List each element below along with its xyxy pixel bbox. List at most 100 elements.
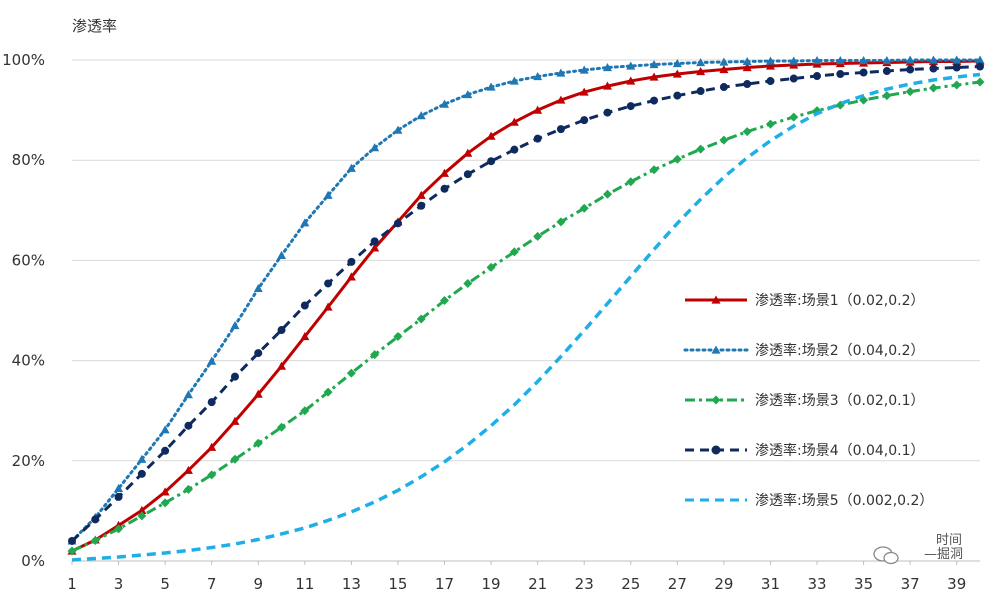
y-tick-label: 100%: [2, 51, 45, 69]
wechat-icon: [873, 546, 899, 565]
x-tick-label: 13: [342, 575, 361, 593]
data-point-marker: [952, 63, 961, 72]
series-line: [71, 72, 981, 562]
data-point-marker: [207, 398, 216, 407]
y-tick-label: 60%: [12, 251, 45, 269]
data-point-marker: [556, 217, 566, 227]
x-tick-label: 39: [947, 575, 966, 593]
data-point-marker: [766, 77, 775, 86]
series-lines: [67, 55, 985, 562]
x-tick-label: 3: [114, 575, 124, 593]
data-point-marker: [416, 111, 426, 120]
data-point-marker: [323, 387, 333, 397]
data-point-marker: [346, 163, 356, 172]
data-point-marker: [765, 56, 775, 65]
data-point-marker: [230, 454, 240, 464]
data-point-marker: [719, 83, 728, 92]
x-tick-label: 17: [435, 575, 454, 593]
data-point-marker: [789, 112, 799, 122]
data-point-marker: [673, 91, 682, 100]
data-point-marker: [812, 56, 822, 65]
data-point-marker: [160, 498, 170, 508]
data-point-marker: [417, 201, 426, 210]
data-point-marker: [487, 157, 496, 166]
data-point-marker: [719, 135, 729, 145]
data-point-marker: [556, 125, 565, 134]
data-point-marker: [905, 87, 915, 97]
data-point-marker: [207, 442, 217, 451]
series-3: [67, 77, 985, 556]
data-point-marker: [184, 421, 193, 430]
data-point-marker: [929, 64, 938, 73]
data-point-marker: [183, 484, 193, 494]
legend-item-4: 渗透率:场景4（0.04,0.1）: [685, 442, 925, 459]
data-point-marker: [742, 127, 752, 137]
data-point-marker: [649, 165, 659, 175]
data-point-marker: [533, 231, 543, 241]
data-point-marker: [719, 65, 729, 74]
series-line: [71, 80, 981, 553]
data-point-marker: [928, 83, 938, 93]
axes: 0%20%40%60%80%100%1 3 5 7 9 11 13 15 17 19 21 23 25 2…: [2, 51, 980, 593]
data-point-marker: [440, 295, 450, 305]
y-tick-label: 40%: [12, 352, 45, 370]
data-point-marker: [346, 272, 356, 281]
data-point-marker: [742, 57, 752, 66]
data-point-marker: [183, 465, 193, 474]
data-point-marker: [952, 80, 962, 90]
data-point-marker: [859, 56, 869, 65]
data-point-marker: [626, 61, 636, 70]
data-point-marker: [882, 56, 892, 65]
x-tick-label: 33: [807, 575, 826, 593]
legend-label: 渗透率:场景4（0.04,0.1）: [755, 442, 925, 459]
y-tick-label: 80%: [12, 151, 45, 169]
data-point-marker: [486, 131, 496, 140]
x-tick-label: 27: [668, 575, 687, 593]
data-point-marker: [463, 278, 473, 288]
data-point-marker: [711, 445, 721, 455]
data-point-marker: [160, 487, 170, 496]
data-point-marker: [253, 283, 263, 293]
data-point-marker: [603, 108, 612, 117]
data-point-marker: [90, 535, 100, 545]
data-point-marker: [277, 422, 287, 432]
data-point-marker: [486, 82, 496, 91]
data-point-marker: [672, 69, 682, 78]
data-point-marker: [882, 91, 892, 101]
data-point-marker: [789, 74, 798, 83]
legend-label: 渗透率:场景5（0.002,0.2）: [755, 492, 933, 509]
data-point-marker: [556, 95, 566, 104]
data-point-marker: [789, 56, 799, 65]
data-point-marker: [742, 63, 752, 72]
data-point-marker: [277, 361, 287, 370]
series-4: [68, 62, 984, 545]
data-point-marker: [696, 144, 706, 154]
x-tick-label: 35: [854, 575, 873, 593]
data-point-marker: [230, 416, 240, 425]
x-tick-label: 23: [575, 575, 594, 593]
data-point-marker: [370, 350, 380, 360]
data-point-marker: [440, 168, 450, 177]
legend-item-2: 渗透率:场景2（0.04,0.2）: [683, 342, 925, 359]
data-point-marker: [743, 80, 752, 89]
data-point-marker: [602, 63, 612, 72]
data-point-marker: [650, 96, 659, 105]
legend: 渗透率:场景1（0.02,0.2） 渗透率:场景2（0.04,0.2） 渗透率:场景…: [683, 292, 933, 509]
data-point-marker: [486, 262, 496, 272]
data-point-marker: [672, 154, 682, 164]
data-point-marker: [813, 72, 822, 81]
data-point-marker: [300, 332, 310, 341]
data-point-marker: [347, 257, 356, 266]
data-point-marker: [711, 395, 721, 405]
data-point-marker: [253, 438, 263, 448]
x-tick-label: 1: [67, 575, 77, 593]
data-point-marker: [649, 60, 659, 69]
data-point-marker: [906, 65, 915, 74]
data-point-marker: [183, 390, 193, 399]
data-point-marker: [711, 295, 721, 304]
data-point-marker: [859, 68, 868, 77]
data-point-marker: [533, 134, 542, 143]
data-point-marker: [556, 68, 566, 77]
legend-item-1: 渗透率:场景1（0.02,0.2）: [685, 292, 925, 309]
